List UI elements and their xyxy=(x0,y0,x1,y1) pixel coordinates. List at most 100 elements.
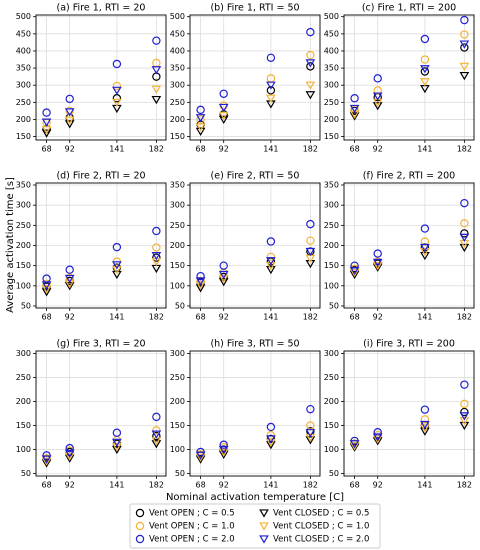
y-tick-label: 200 xyxy=(324,241,339,250)
point xyxy=(420,67,430,76)
point xyxy=(195,114,206,123)
x-tick-label: 92 xyxy=(65,481,75,490)
point xyxy=(218,270,229,280)
legend-label: Vent OPEN ; C = 0.5 xyxy=(149,509,235,519)
point xyxy=(41,281,52,290)
point xyxy=(266,53,276,63)
point xyxy=(41,455,52,464)
y-tick-label: 450 xyxy=(170,29,185,38)
legend-label: Vent OPEN ; C = 2.0 xyxy=(149,535,235,545)
point xyxy=(41,118,52,127)
point xyxy=(152,431,161,441)
point xyxy=(305,429,316,438)
point xyxy=(460,229,469,238)
y-tick-label: 150 xyxy=(16,421,31,430)
point xyxy=(305,59,316,68)
point xyxy=(151,430,162,439)
y-tick-label: 300 xyxy=(170,81,185,90)
point xyxy=(41,129,52,138)
point xyxy=(218,448,229,458)
point xyxy=(460,380,469,389)
legend-label: Vent OPEN ; C = 1.0 xyxy=(149,522,235,532)
point xyxy=(112,81,122,91)
plot-frame xyxy=(343,182,475,309)
point xyxy=(420,415,430,424)
point xyxy=(152,412,161,422)
x-axis-label: Nominal activation temperature [C] xyxy=(166,492,344,503)
y-tick-label: 300 xyxy=(170,349,185,358)
point xyxy=(195,451,206,460)
point xyxy=(349,104,360,114)
y-tick-label: 200 xyxy=(16,397,31,406)
point xyxy=(151,95,162,105)
point xyxy=(459,40,470,49)
x-tick-label: 141 xyxy=(109,145,124,154)
panel-title: (c) Fire 1, RTI = 200 xyxy=(362,3,456,14)
point xyxy=(152,226,161,236)
point xyxy=(372,102,383,111)
point xyxy=(64,452,75,461)
plot-frame xyxy=(343,14,475,141)
point xyxy=(152,243,161,252)
y-tick-label: 100 xyxy=(324,445,339,454)
x-tick-label: 182 xyxy=(303,313,318,322)
point xyxy=(460,198,469,208)
x-tick-label: 92 xyxy=(219,313,229,322)
legend-marker xyxy=(135,508,145,518)
plot-frame xyxy=(35,350,167,477)
x-tick-label: 182 xyxy=(149,481,164,490)
point xyxy=(266,422,276,432)
panel-title: (b) Fire 1, RTI = 50 xyxy=(210,3,299,14)
y-tick-label: 200 xyxy=(170,397,185,406)
point xyxy=(459,233,470,243)
plot-frame xyxy=(189,14,321,141)
point xyxy=(460,30,469,39)
point xyxy=(112,242,122,252)
y-tick-label: 250 xyxy=(324,221,339,230)
panel-title: (a) Fire 1, RTI = 20 xyxy=(57,3,146,14)
point xyxy=(420,243,430,253)
x-tick-label: 92 xyxy=(65,313,75,322)
point xyxy=(41,457,52,466)
point xyxy=(151,85,162,94)
point xyxy=(372,437,383,446)
point xyxy=(266,266,276,275)
point xyxy=(218,450,229,459)
y-tick-label: 500 xyxy=(16,12,31,21)
x-tick-label: 68 xyxy=(41,313,51,322)
x-tick-label: 141 xyxy=(109,313,124,322)
y-tick-label: 150 xyxy=(16,261,31,270)
point xyxy=(420,251,430,261)
point xyxy=(266,252,276,261)
plot-area xyxy=(344,351,474,476)
x-tick-label: 182 xyxy=(303,145,318,154)
point xyxy=(459,412,470,421)
point xyxy=(420,420,430,430)
point xyxy=(266,81,276,90)
x-tick-label: 141 xyxy=(417,145,432,154)
y-tick-label: 250 xyxy=(324,98,339,107)
point xyxy=(195,277,206,286)
point xyxy=(41,285,52,294)
point xyxy=(459,421,470,431)
point xyxy=(112,86,122,95)
y-tick-label: 450 xyxy=(324,29,339,38)
point xyxy=(64,280,75,289)
x-tick-label: 68 xyxy=(349,313,359,322)
point xyxy=(349,440,360,449)
x-tick-label: 92 xyxy=(219,145,229,154)
y-tick-label: 100 xyxy=(16,445,31,454)
point xyxy=(195,453,206,462)
legend-box xyxy=(129,503,381,549)
y-tick-label: 150 xyxy=(324,261,339,270)
point xyxy=(266,86,276,95)
x-tick-label: 68 xyxy=(41,481,51,490)
point xyxy=(65,94,74,104)
point xyxy=(459,62,470,71)
y-tick-label: 500 xyxy=(324,12,339,21)
y-tick-label: 250 xyxy=(170,98,185,107)
y-tick-label: 150 xyxy=(324,132,339,141)
legend-marker xyxy=(135,521,145,531)
point xyxy=(460,407,469,417)
